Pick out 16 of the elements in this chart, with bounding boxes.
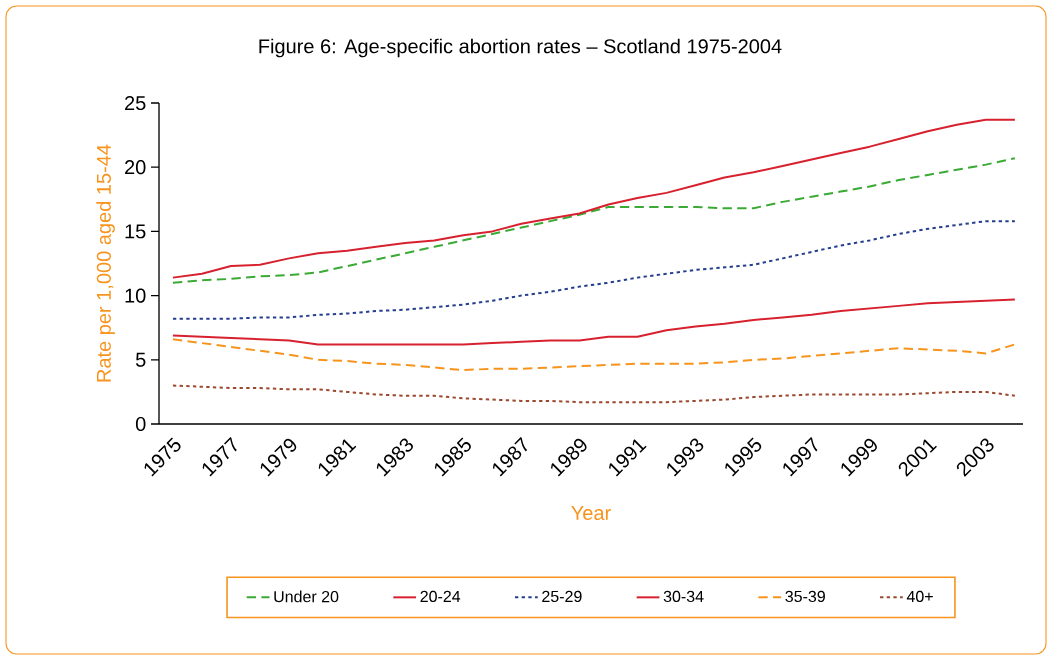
legend-label: 30-34 (663, 590, 704, 603)
x-axis-title: Year (571, 506, 611, 521)
legend-label: 40+ (906, 590, 933, 603)
legend-label: 35-39 (785, 590, 825, 603)
legend-label: 20-24 (420, 590, 461, 603)
y-axis-title: Rate per 1,000 aged 15-44 (96, 144, 115, 382)
legend-label: Under 20 (274, 590, 339, 603)
chart-title: Figure 6: Age-specific abortion rates – Scotland 1975-2004 (259, 38, 782, 58)
legend-label: 25-29 (542, 590, 582, 603)
y-tick-label: 15 (125, 224, 146, 239)
y-tick-label: 5 (135, 352, 146, 367)
y-tick-label: 25 (125, 95, 146, 111)
y-tick-label: 20 (125, 160, 146, 175)
y-tick-label: 10 (125, 288, 146, 303)
line-series (171, 118, 1016, 279)
y-tick-label: 0 (135, 416, 146, 432)
